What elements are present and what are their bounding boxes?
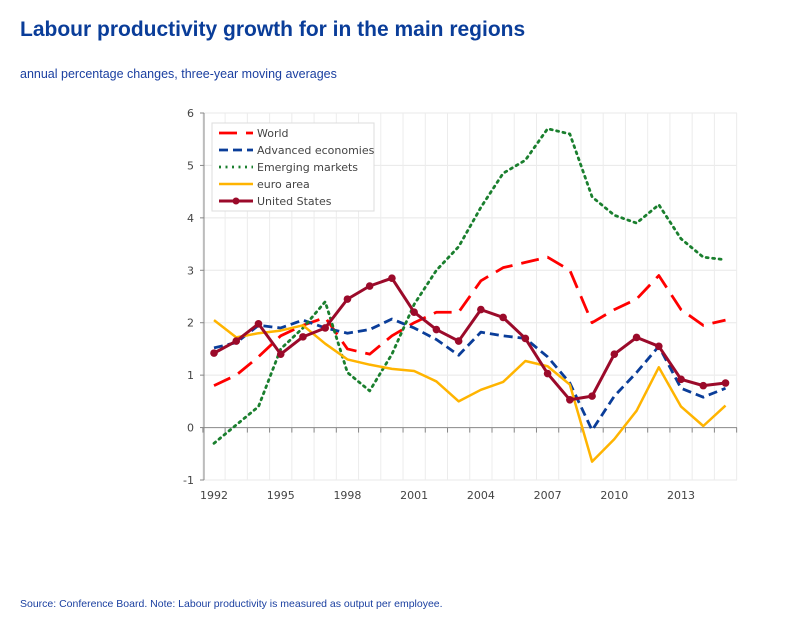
series-line-united-states [213, 276, 726, 402]
data-point [454, 337, 463, 345]
data-point [210, 349, 218, 357]
y-tick-label: 6 [187, 107, 194, 120]
source-note: Source: Conference Board. Note: Labour p… [20, 598, 443, 610]
data-point [388, 274, 396, 282]
data-point [299, 333, 307, 341]
x-tick-label: 2010 [600, 489, 628, 502]
legend-label: Emerging markets [257, 161, 358, 174]
x-tick-label: 1992 [200, 489, 228, 502]
chart-subtitle: annual percentage changes, three-year mo… [20, 67, 337, 81]
data-point [410, 308, 418, 317]
series-line-euro-area [213, 319, 727, 463]
data-point [655, 342, 663, 351]
data-point [677, 375, 685, 384]
y-tick-label: 1 [187, 369, 194, 382]
data-point [232, 337, 241, 345]
data-point [254, 319, 263, 328]
data-point [521, 334, 530, 343]
data-point [499, 313, 507, 322]
data-point [721, 379, 730, 387]
legend-label: United States [257, 195, 332, 208]
data-point [365, 282, 374, 290]
x-tick-label: 1995 [267, 489, 295, 502]
legend-marker [232, 197, 240, 205]
data-point [276, 350, 285, 358]
data-point [432, 325, 441, 334]
series-line-advanced-economies [213, 317, 727, 432]
x-tick-label: 2013 [667, 489, 695, 502]
data-point [610, 350, 619, 358]
x-tick-label: 2004 [467, 489, 495, 502]
legend: World Advanced economies Emerging markets e… [211, 122, 375, 212]
data-point [632, 333, 641, 342]
y-tick-label: 5 [187, 159, 194, 172]
x-tick-label: 2001 [400, 489, 428, 502]
data-point [566, 395, 574, 404]
y-tick-label: 3 [187, 264, 194, 277]
x-tick-label: 2007 [534, 489, 562, 502]
legend-label: Advanced economies [257, 144, 375, 157]
data-point [543, 369, 552, 378]
series-line-world [213, 255, 726, 387]
data-point [699, 381, 708, 390]
legend-label: euro area [257, 178, 310, 191]
y-tick-label: 0 [187, 422, 194, 435]
legend-label: World [257, 127, 289, 140]
y-tick-label: 2 [187, 317, 194, 330]
data-point [343, 295, 352, 303]
data-point [588, 392, 596, 400]
data-point [477, 305, 485, 314]
chart-title: Labour productivity growth for in the ma… [20, 18, 526, 41]
data-point [321, 324, 330, 332]
y-tick-label: 4 [187, 212, 194, 225]
y-tick-label: -1 [183, 474, 194, 487]
series-line-emerging-markets [212, 127, 727, 445]
x-tick-label: 1998 [333, 489, 361, 502]
